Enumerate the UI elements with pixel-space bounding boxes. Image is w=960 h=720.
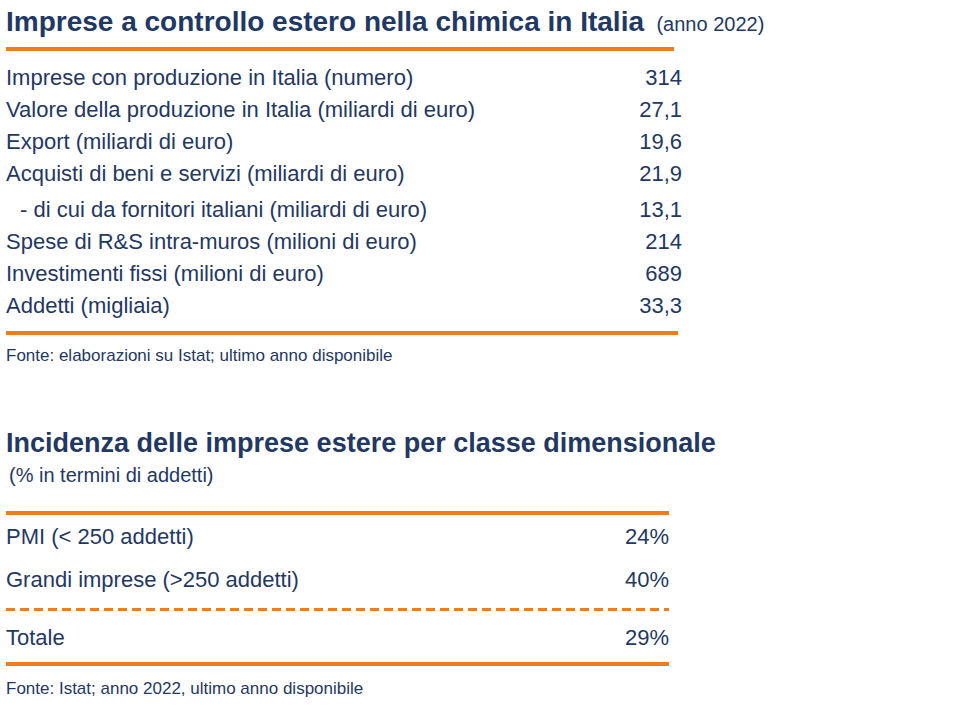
row-value: 40% [625,567,669,593]
table-row: Export (miliardi di euro) 19,6 [6,126,682,158]
total-separator-dashed-rule [6,608,669,611]
table-row: Grandi imprese (>250 addetti) 40% [6,558,669,601]
table-row: Valore della produzione in Italia (milia… [6,94,682,126]
row-label: Export (miliardi di euro) [6,126,233,158]
section2-subtitle: (% in termini di addetti) [6,463,960,488]
row-value: 13,1 [639,194,682,226]
title-underline-rule [6,47,674,51]
row-value: 33,3 [639,290,682,322]
total-value: 29% [625,625,669,651]
row-label: - di cui da fornitori italiani (miliardi… [20,194,427,226]
table-row: Spese di R&S intra-muros (milioni di eur… [6,226,682,258]
row-label: Valore della produzione in Italia (milia… [6,94,475,126]
size-class-incidence-table: PMI (< 250 addetti) 24% Grandi imprese (… [6,511,669,666]
total-label: Totale [6,625,65,651]
row-value: 24% [625,524,669,550]
section2-source-note: Fonte: Istat; anno 2022, ultimo anno dis… [6,679,960,699]
row-value: 21,9 [639,158,682,190]
table-row: PMI (< 250 addetti) 24% [6,515,669,558]
row-value: 689 [645,258,682,290]
table2-bottom-rule [6,662,669,666]
row-label: Addetti (migliaia) [6,290,170,322]
table-row: Investimenti fissi (milioni di euro) 689 [6,258,682,290]
table-row: Acquisti di beni e servizi (miliardi di … [6,158,682,190]
section1-source-note: Fonte: elaborazioni su Istat; ultimo ann… [6,346,960,366]
row-value: 314 [645,62,682,94]
section1-title-text: Imprese a controllo estero nella chimica… [6,6,644,37]
section2-title: Incidenza delle imprese estere per class… [6,427,960,460]
row-label: Spese di R&S intra-muros (milioni di eur… [6,226,417,258]
row-value: 214 [645,226,682,258]
row-label: Acquisti di beni e servizi (miliardi di … [6,158,405,190]
section1-title-year: (anno 2022) [656,13,764,35]
row-label: Grandi imprese (>250 addetti) [6,567,299,593]
table-row: Addetti (migliaia) 33,3 [6,290,682,322]
row-label: PMI (< 250 addetti) [6,524,194,550]
section2: Incidenza delle imprese estere per class… [6,427,960,699]
foreign-controlled-companies-table: Imprese con produzione in Italia (numero… [6,62,682,322]
row-value: 27,1 [639,94,682,126]
section1-title: Imprese a controllo estero nella chimica… [6,4,960,44]
page: Imprese a controllo estero nella chimica… [0,0,960,699]
row-value: 19,6 [639,126,682,158]
table-row: Imprese con produzione in Italia (numero… [6,62,682,94]
table1-bottom-rule [6,331,678,335]
table-row-sub-item: - di cui da fornitori italiani (miliardi… [6,194,682,226]
row-label: Imprese con produzione in Italia (numero… [6,62,413,94]
row-label: Investimenti fissi (milioni di euro) [6,258,324,290]
table-total-row: Totale 29% [6,616,669,659]
